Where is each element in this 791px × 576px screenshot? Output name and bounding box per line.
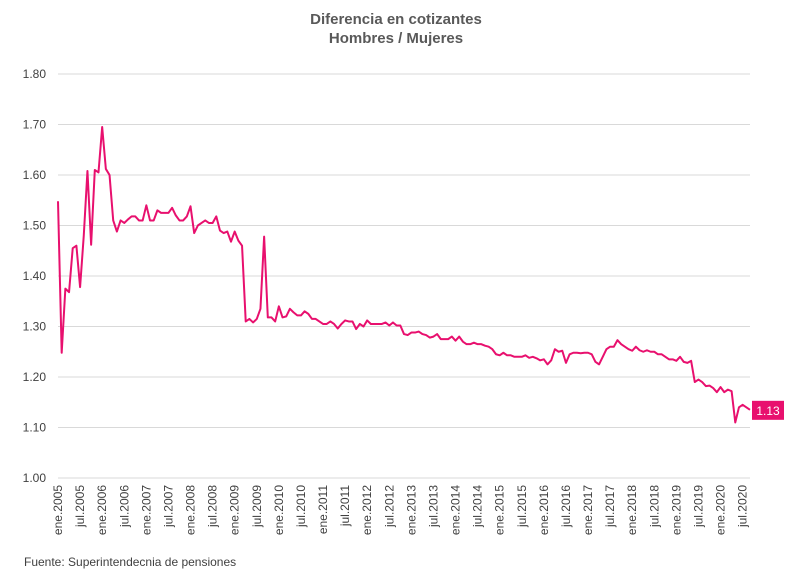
- x-tick-label: ene.2009: [228, 485, 242, 535]
- x-tick-label: ene.2007: [139, 485, 153, 535]
- x-tick-label: jul.2015: [515, 485, 529, 528]
- x-tick-label: ene.2013: [404, 485, 418, 535]
- gridlines: [58, 73, 750, 479]
- x-tick-label: jul.2017: [603, 485, 617, 528]
- series-line: [57, 126, 751, 424]
- x-tick-label: jul.2009: [250, 485, 264, 528]
- x-tick-label: jul.2011: [338, 485, 352, 527]
- x-tick-label: jul.2014: [471, 485, 485, 528]
- chart-title-line-1: Diferencia en cotizantes: [310, 11, 482, 28]
- end-value-badge: [752, 400, 784, 420]
- y-tick-label: 1.70: [23, 118, 47, 132]
- y-tick-label: 1.20: [23, 370, 47, 384]
- y-axis-ticks: 1.00 1.10 1.20 1.30 1.40 1.50 1.60 1.70 1.80: [23, 67, 47, 485]
- y-tick-label: 1.80: [23, 67, 47, 81]
- x-tick-label: jul.2010: [294, 485, 308, 528]
- x-tick-label: ene.2020: [714, 485, 728, 535]
- x-tick-label: jul.2016: [559, 485, 573, 528]
- x-axis-ticks: ene.2005 jul.2005 ene.2006 jul.2006 ene.2007…: [51, 485, 750, 535]
- x-tick-label: ene.2017: [581, 485, 595, 535]
- y-tick-label: 1.50: [23, 219, 47, 233]
- x-tick-label: jul.2020: [736, 485, 750, 528]
- source-note: Fuente: Superintendecnia de pensiones: [24, 555, 236, 569]
- x-tick-label: ene.2015: [493, 485, 507, 535]
- x-tick-label: jul.2007: [161, 485, 175, 528]
- x-tick-label: ene.2008: [184, 485, 198, 535]
- y-tick-label: 1.10: [23, 421, 47, 435]
- x-tick-label: ene.2010: [272, 485, 286, 535]
- x-tick-label: ene.2005: [51, 485, 65, 535]
- x-tick-label: jul.2006: [117, 485, 131, 528]
- end-value-label: 1.13: [752, 400, 784, 420]
- end-value-text: 1.13: [756, 404, 780, 418]
- series-group: [57, 126, 751, 424]
- x-tick-label: ene.2019: [669, 485, 683, 535]
- x-tick-label: ene.2012: [360, 485, 374, 535]
- x-tick-label: jul.2005: [73, 485, 87, 528]
- x-tick-label: ene.2014: [449, 485, 463, 535]
- x-tick-label: ene.2016: [537, 485, 551, 535]
- chart-title-line-2: Hombres / Mujeres: [329, 30, 463, 47]
- x-tick-label: jul.2012: [382, 485, 396, 528]
- y-tick-label: 1.60: [23, 168, 47, 182]
- y-tick-label: 1.30: [23, 320, 47, 334]
- x-tick-label: ene.2006: [95, 485, 109, 535]
- x-tick-label: ene.2018: [625, 485, 639, 535]
- x-tick-label: jul.2018: [647, 485, 661, 528]
- y-tick-label: 1.00: [23, 471, 47, 485]
- y-tick-label: 1.40: [23, 269, 47, 283]
- x-tick-label: jul.2019: [691, 485, 705, 528]
- x-tick-label: jul.2008: [206, 485, 220, 528]
- x-tick-label: jul.2013: [426, 485, 440, 528]
- x-tick-label: ene.2011: [316, 485, 330, 534]
